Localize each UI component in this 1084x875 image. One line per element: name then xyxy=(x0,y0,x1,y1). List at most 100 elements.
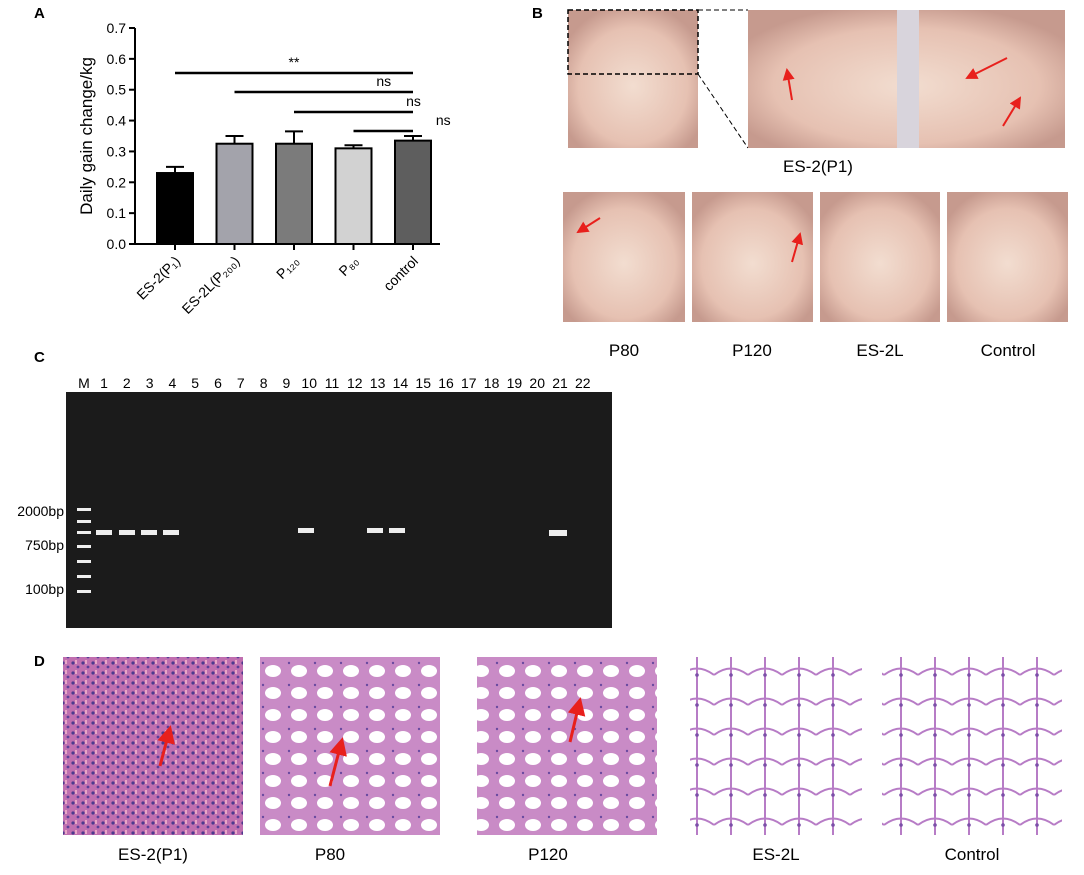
bar xyxy=(215,142,254,245)
arrow xyxy=(328,737,347,787)
lane-label: 18 xyxy=(484,375,500,391)
ladder-label: 100bp xyxy=(25,581,64,597)
y-tick-label: 0.7 xyxy=(107,20,127,36)
micrograph xyxy=(260,657,440,835)
lane-label: 5 xyxy=(191,375,199,391)
gel-bands xyxy=(77,508,567,593)
lane-label: 4 xyxy=(169,375,177,391)
y-tick-label: 0.6 xyxy=(107,51,127,67)
x-tick-label: P₈₀ xyxy=(335,253,361,279)
photo xyxy=(568,10,698,148)
zoom-line xyxy=(697,73,749,149)
y-tick-label: 0.4 xyxy=(107,113,127,129)
significance-label: ** xyxy=(289,54,300,70)
band xyxy=(298,528,314,533)
photo-label: Control xyxy=(981,341,1036,360)
photo-label: ES-2L xyxy=(856,341,903,360)
band xyxy=(96,530,112,535)
bar xyxy=(156,172,194,245)
lane-label: 10 xyxy=(301,375,317,391)
lane-label: M xyxy=(78,375,90,391)
lane-label: 17 xyxy=(461,375,477,391)
lane-label: 1 xyxy=(100,375,108,391)
lane-label: 19 xyxy=(507,375,523,391)
arrow xyxy=(157,725,175,767)
ladder-band xyxy=(77,531,91,534)
ladder-band xyxy=(77,590,91,593)
photo xyxy=(947,192,1068,322)
lane-label: 6 xyxy=(214,375,222,391)
arrow xyxy=(791,232,804,263)
band xyxy=(367,528,383,533)
lane-label: 8 xyxy=(260,375,268,391)
bar xyxy=(334,147,373,245)
micrograph-label: Control xyxy=(945,845,1000,864)
y-tick-label: 0.2 xyxy=(107,174,127,190)
bar xyxy=(275,142,313,245)
y-tick-label: 0.5 xyxy=(107,82,127,98)
arrow xyxy=(1002,96,1022,127)
micrograph-label: ES-2L xyxy=(752,845,799,864)
ladder-band xyxy=(77,560,91,563)
lane-label: 13 xyxy=(370,375,386,391)
y-axis-label: Daily gain change/kg xyxy=(77,57,96,215)
gel xyxy=(66,392,612,628)
y-tick-label: 0.0 xyxy=(107,236,127,252)
lane-label: 22 xyxy=(575,375,591,391)
lane-label: 11 xyxy=(325,375,340,391)
ladder-label: 2000bp xyxy=(17,503,64,519)
trachea xyxy=(897,10,919,148)
arrow xyxy=(965,57,1008,79)
micrograph xyxy=(63,657,243,835)
panel-label: B xyxy=(532,5,543,22)
arrow xyxy=(567,697,586,743)
lane-label: 20 xyxy=(529,375,545,391)
panel-label: D xyxy=(34,653,45,670)
photo xyxy=(820,192,940,322)
ladder-label: 750bp xyxy=(25,537,64,553)
photo xyxy=(563,192,685,322)
lane-label: 7 xyxy=(237,375,245,391)
ladder-band xyxy=(77,508,91,511)
significance-label: ns xyxy=(436,112,451,128)
photo xyxy=(692,192,813,322)
lane-label: 3 xyxy=(146,375,154,391)
lane-label: 21 xyxy=(552,375,568,391)
photo-label: P80 xyxy=(609,341,639,360)
micrograph-label: P80 xyxy=(315,845,345,864)
arrow xyxy=(782,68,795,101)
panel-label: A xyxy=(34,5,45,22)
band xyxy=(389,528,405,533)
bar xyxy=(394,139,432,245)
x-tick-label: P₁₂₀ xyxy=(273,253,302,282)
significance-label: ns xyxy=(406,93,421,109)
micrograph xyxy=(882,657,1062,835)
x-tick-label: ES-2L(P₂₀₀) xyxy=(179,253,243,317)
histology xyxy=(63,657,1062,835)
x-tick-label: ES-2(P₁) xyxy=(133,253,183,303)
ladder-band xyxy=(77,575,91,578)
micrograph xyxy=(477,657,657,835)
lung-photos: ES-2(P1) xyxy=(563,9,1068,322)
zoom-box xyxy=(567,9,699,75)
band xyxy=(163,530,179,535)
micrograph xyxy=(690,657,862,835)
micrograph-label: ES-2(P1) xyxy=(118,845,188,864)
lane-label: 2 xyxy=(123,375,131,391)
lane-label: 9 xyxy=(283,375,291,391)
band xyxy=(549,530,567,536)
y-tick-label: 0.3 xyxy=(107,143,127,159)
micrograph-label: P120 xyxy=(528,845,568,864)
photo-label: P120 xyxy=(732,341,772,360)
lane-label: 16 xyxy=(438,375,454,391)
band xyxy=(141,530,157,535)
lane-label: 15 xyxy=(415,375,431,391)
ladder-band xyxy=(77,520,91,523)
y-tick-label: 0.1 xyxy=(107,205,127,221)
photo-label: ES-2(P1) xyxy=(783,157,853,176)
arrow xyxy=(576,217,601,234)
ladder-band xyxy=(77,545,91,548)
panel-label: C xyxy=(34,349,45,366)
x-tick-label: control xyxy=(380,253,421,294)
